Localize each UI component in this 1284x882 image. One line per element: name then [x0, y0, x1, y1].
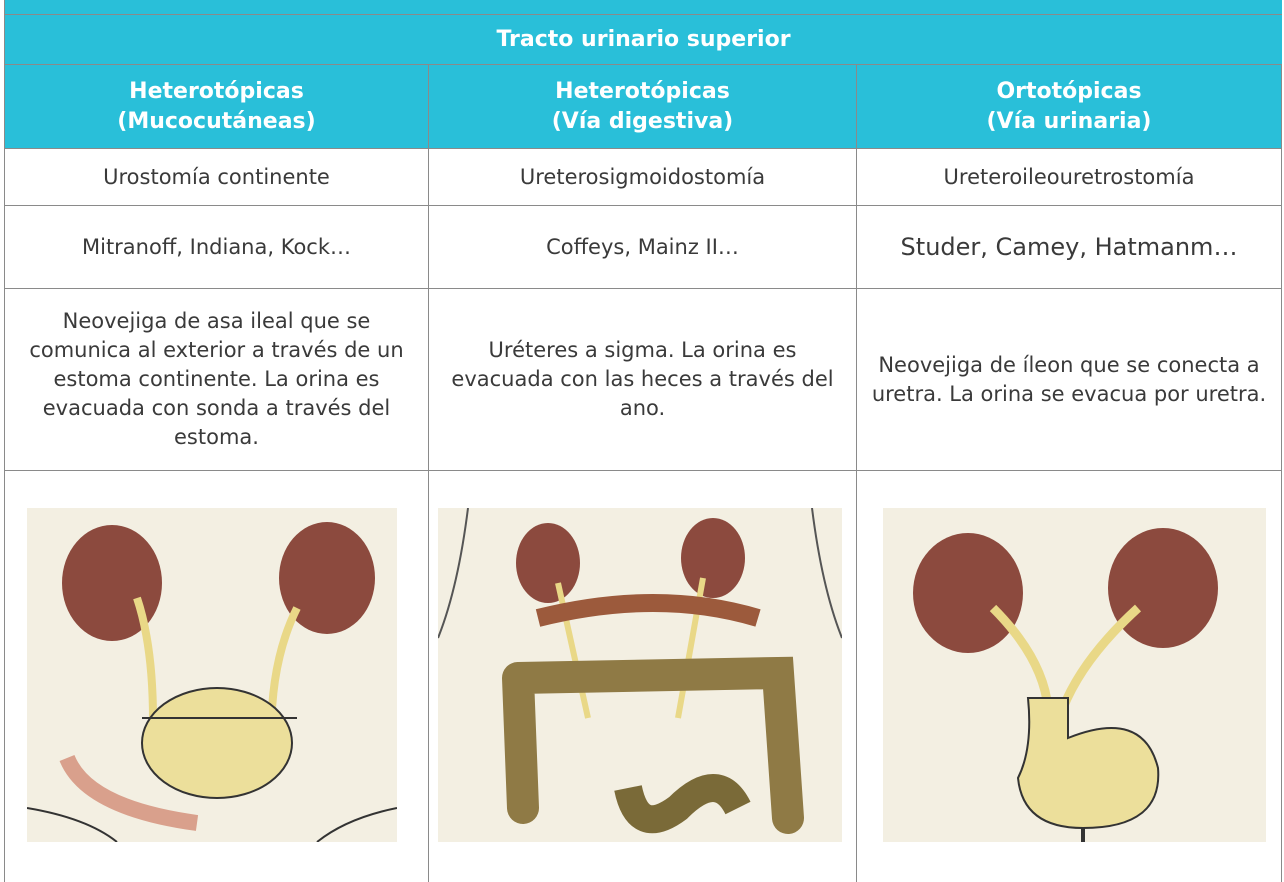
header-line: (Vía urinaria)	[986, 108, 1152, 134]
table-cell: Mitranoff, Indiana, Kock…	[4, 206, 428, 289]
table-title: Tracto urinario superior	[4, 15, 1282, 65]
illustration	[438, 508, 842, 842]
header-line: (Mucocutáneas)	[117, 108, 316, 134]
top-strip	[4, 0, 1282, 15]
header-line: (Vía digestiva)	[551, 108, 734, 134]
header-line: Ortotópicas	[996, 78, 1142, 104]
image-cell	[856, 471, 1282, 882]
table-cell: Uréteres a sigma. La orina es evacuada c…	[428, 289, 856, 471]
table-cell: Coffeys, Mainz II…	[428, 206, 856, 289]
header-cell: Heterotópicas (Vía digestiva)	[428, 65, 856, 149]
table-cell: Studer, Camey, Hatmanm…	[856, 206, 1282, 289]
table-cell: Urostomía continente	[4, 149, 428, 206]
header-line: Heterotópicas	[129, 78, 304, 104]
header-cell: Ortotópicas (Vía urinaria)	[856, 65, 1282, 149]
table-cell: Ureterosigmoidostomía	[428, 149, 856, 206]
header-line: Heterotópicas	[555, 78, 730, 104]
image-cell	[4, 471, 428, 882]
table-cell: Ureteroileouretrostomía	[856, 149, 1282, 206]
image-cell	[428, 471, 856, 882]
illustration	[883, 508, 1266, 842]
table-cell: Neovejiga de íleon que se conecta a uret…	[856, 289, 1282, 471]
header-cell: Heterotópicas (Mucocutáneas)	[4, 65, 428, 149]
illustration	[27, 508, 397, 842]
table-cell: Neovejiga de asa ileal que se comunica a…	[4, 289, 428, 471]
